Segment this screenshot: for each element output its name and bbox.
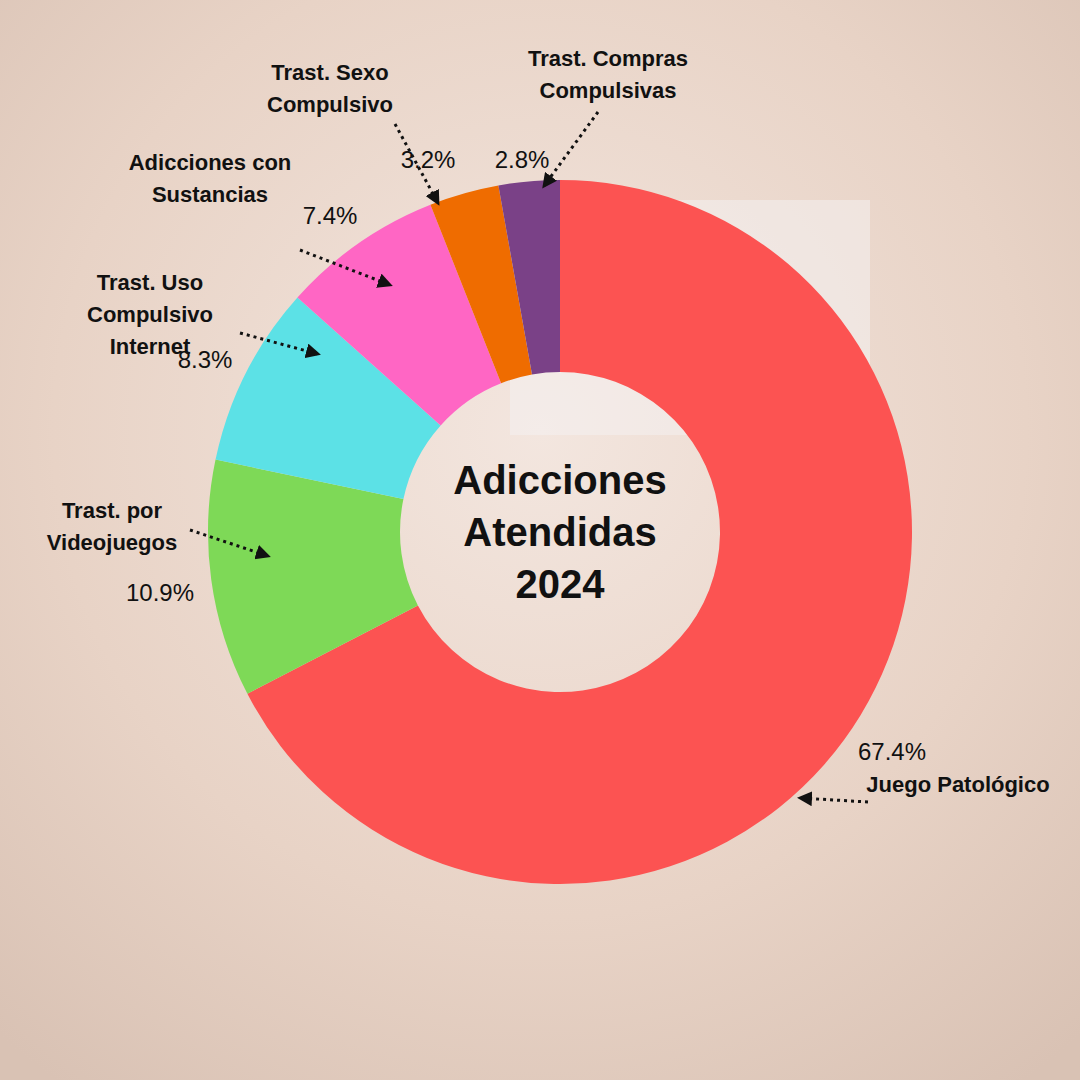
value-label: 67.4%	[858, 738, 926, 765]
text-line: Compulsivo	[267, 92, 393, 117]
leader-arrow	[240, 333, 318, 354]
text-line: 2024	[516, 562, 606, 606]
text-line: Trast. Compras	[528, 46, 688, 71]
category-label: Adicciones con Sustancias	[129, 150, 292, 207]
leader-arrow	[800, 798, 868, 802]
text-line: Adicciones	[453, 458, 666, 502]
value-label: 7.4%	[303, 202, 358, 229]
value-label: 8.3%	[178, 346, 233, 373]
text-line: Trast. Sexo	[271, 60, 388, 85]
text-line: Videojuegos	[47, 530, 177, 555]
category-label: Trast. Compras Compulsivas	[528, 46, 688, 103]
leader-arrow	[544, 112, 598, 186]
leader-arrow	[190, 530, 268, 556]
leader-arrow	[300, 250, 390, 285]
category-label: Trast. por Videojuegos	[47, 498, 177, 555]
category-label: Juego Patológico	[866, 772, 1049, 797]
text-line: Trast. Uso	[97, 270, 203, 295]
background	[0, 0, 1080, 1080]
slice	[498, 180, 560, 374]
chart: Juego Patológico 67.4% Trast. por Videojueg…	[0, 0, 1080, 1080]
text-line: Compulsivas	[540, 78, 677, 103]
category-label: Trast. Sexo Compulsivo	[267, 60, 393, 117]
title: Adicciones Atendidas 2024	[453, 458, 666, 606]
text-line: Compulsivo	[87, 302, 213, 327]
text-line: Sustancias	[152, 182, 268, 207]
value-label: 2.8%	[495, 146, 550, 173]
text-line: Atendidas	[463, 510, 656, 554]
text-line: Juego Patológico	[866, 772, 1049, 797]
text-line: Trast. por	[62, 498, 163, 523]
value-label: 3.2%	[401, 146, 456, 173]
value-label: 10.9%	[126, 579, 194, 606]
slices	[208, 180, 912, 884]
text-line: Adicciones con	[129, 150, 292, 175]
labels: Juego Patológico 67.4% Trast. por Videojueg…	[47, 46, 1050, 802]
